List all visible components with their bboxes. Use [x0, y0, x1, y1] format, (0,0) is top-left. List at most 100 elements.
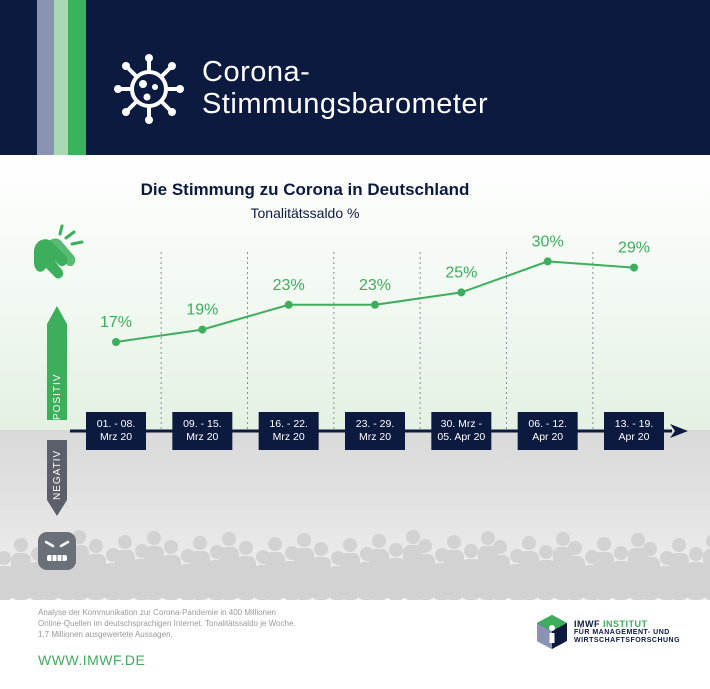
- period-label: 16. - 22.: [269, 418, 308, 430]
- crowd-head: [389, 543, 403, 557]
- crowd-head: [239, 541, 253, 555]
- period-box: [86, 412, 146, 450]
- crowd-body: [461, 559, 481, 600]
- period-label: Mrz 20: [186, 431, 218, 443]
- data-point: [630, 263, 638, 272]
- crowd-silhouette: [0, 530, 710, 600]
- positive-scale-bar: [47, 306, 67, 420]
- positive-label: POSITIV: [52, 373, 63, 420]
- header-stripe-2: [54, 0, 68, 155]
- data-point: [112, 338, 120, 346]
- crowd-head: [672, 538, 686, 552]
- crowd-body: [190, 551, 210, 600]
- data-label: 30%: [532, 233, 564, 250]
- crowd-body: [144, 546, 164, 600]
- crowd-body: [161, 555, 181, 600]
- crowd-head: [314, 542, 328, 556]
- methodology-note-line: Analyse der Kommunikation zur Corona-Pan…: [38, 608, 276, 617]
- time-axis-arrow: [670, 424, 688, 438]
- logo-line-3: WIRTSCHAFTSFORSCHUNG: [574, 637, 681, 644]
- crowd-head: [418, 539, 432, 553]
- crowd-body: [415, 554, 435, 600]
- crowd-body: [536, 560, 556, 600]
- crowd-head: [614, 546, 628, 560]
- crowd-body: [594, 552, 614, 600]
- clapping-hands-icon: [34, 224, 84, 279]
- data-point: [371, 300, 379, 309]
- period-box: [431, 412, 492, 450]
- crowd-body: [444, 550, 464, 600]
- chart-subtitle: Tonalitätssaldo %: [250, 205, 360, 221]
- crowd-body: [519, 551, 539, 600]
- data-point: [457, 288, 466, 297]
- page-title-line-1: Corona-: [202, 56, 311, 88]
- period-label: Mrz 20: [273, 431, 305, 443]
- crowd-body: [640, 557, 660, 600]
- crowd-head: [597, 537, 611, 551]
- crowd-head: [222, 532, 236, 546]
- crowd-head: [447, 535, 461, 549]
- header-banner: [0, 0, 710, 155]
- virus-icon: [114, 54, 184, 124]
- period-label: 13. - 19.: [615, 418, 654, 430]
- period-label: 05. Apr 20: [437, 431, 485, 443]
- period-label: Apr 20: [619, 431, 650, 443]
- crowd-head: [493, 540, 507, 554]
- crowd-head: [406, 530, 420, 544]
- crowd-body: [565, 556, 585, 600]
- period-label: Apr 20: [532, 431, 563, 443]
- crowd-head: [556, 532, 570, 546]
- negative-scale-bar: [47, 440, 67, 516]
- crowd-head: [147, 531, 161, 545]
- data-label: 23%: [273, 277, 305, 294]
- negative-label: NEGATIV: [52, 449, 63, 500]
- header-stripe-1: [37, 0, 54, 155]
- crowd-body: [611, 561, 631, 600]
- data-label: 23%: [359, 277, 391, 294]
- crowd-head: [522, 536, 536, 550]
- crowd-head: [372, 534, 386, 548]
- period-label: 23. - 29.: [356, 418, 395, 430]
- data-label: 29%: [618, 240, 650, 257]
- crowd-head: [539, 545, 553, 559]
- crowd-body: [236, 556, 256, 600]
- period-box: [517, 412, 578, 450]
- imwf-logo-icon: [537, 615, 567, 649]
- logo-institut: INSTITUT: [603, 619, 648, 629]
- period-label: 01. - 08.: [97, 418, 136, 430]
- data-point: [543, 257, 552, 266]
- crowd-head: [689, 547, 703, 561]
- chart-title: Die Stimmung zu Corona in Deutschland: [140, 180, 470, 199]
- crowd-head: [643, 542, 657, 556]
- methodology-note: Analyse der Kommunikation zur Corona-Pan…: [38, 607, 368, 640]
- crowd-body: [219, 547, 239, 600]
- period-label: 30. Mrz -: [441, 418, 483, 430]
- crowd-body: [340, 553, 360, 600]
- crowd-head: [568, 541, 582, 555]
- period-label: 09. - 15.: [183, 418, 222, 430]
- crowd-body: [86, 554, 106, 600]
- data-label: 25%: [445, 264, 477, 281]
- crowd-body: [0, 566, 14, 600]
- crowd-head: [481, 531, 495, 545]
- period-box: [345, 412, 405, 450]
- angry-face-icon: [38, 532, 76, 570]
- period-box: [604, 412, 664, 450]
- period-box: [172, 412, 233, 450]
- crowd-head: [118, 535, 132, 549]
- crowd-body: [686, 562, 706, 600]
- crowd-body: [490, 555, 510, 600]
- crowd-body: [311, 557, 331, 600]
- crowd-body: [294, 548, 314, 600]
- header-stripe-3: [68, 0, 86, 155]
- crowd-head: [706, 534, 710, 548]
- crowd-head: [0, 551, 11, 565]
- website-link[interactable]: WWW.IMWF.DE: [38, 652, 146, 668]
- crowd-head: [268, 537, 282, 551]
- data-point: [284, 300, 293, 309]
- page-title: Corona- Stimmungsbarometer: [202, 56, 488, 120]
- positive-area: [0, 155, 710, 430]
- period-label: Mrz 20: [100, 431, 132, 443]
- crowd-body: [703, 549, 710, 600]
